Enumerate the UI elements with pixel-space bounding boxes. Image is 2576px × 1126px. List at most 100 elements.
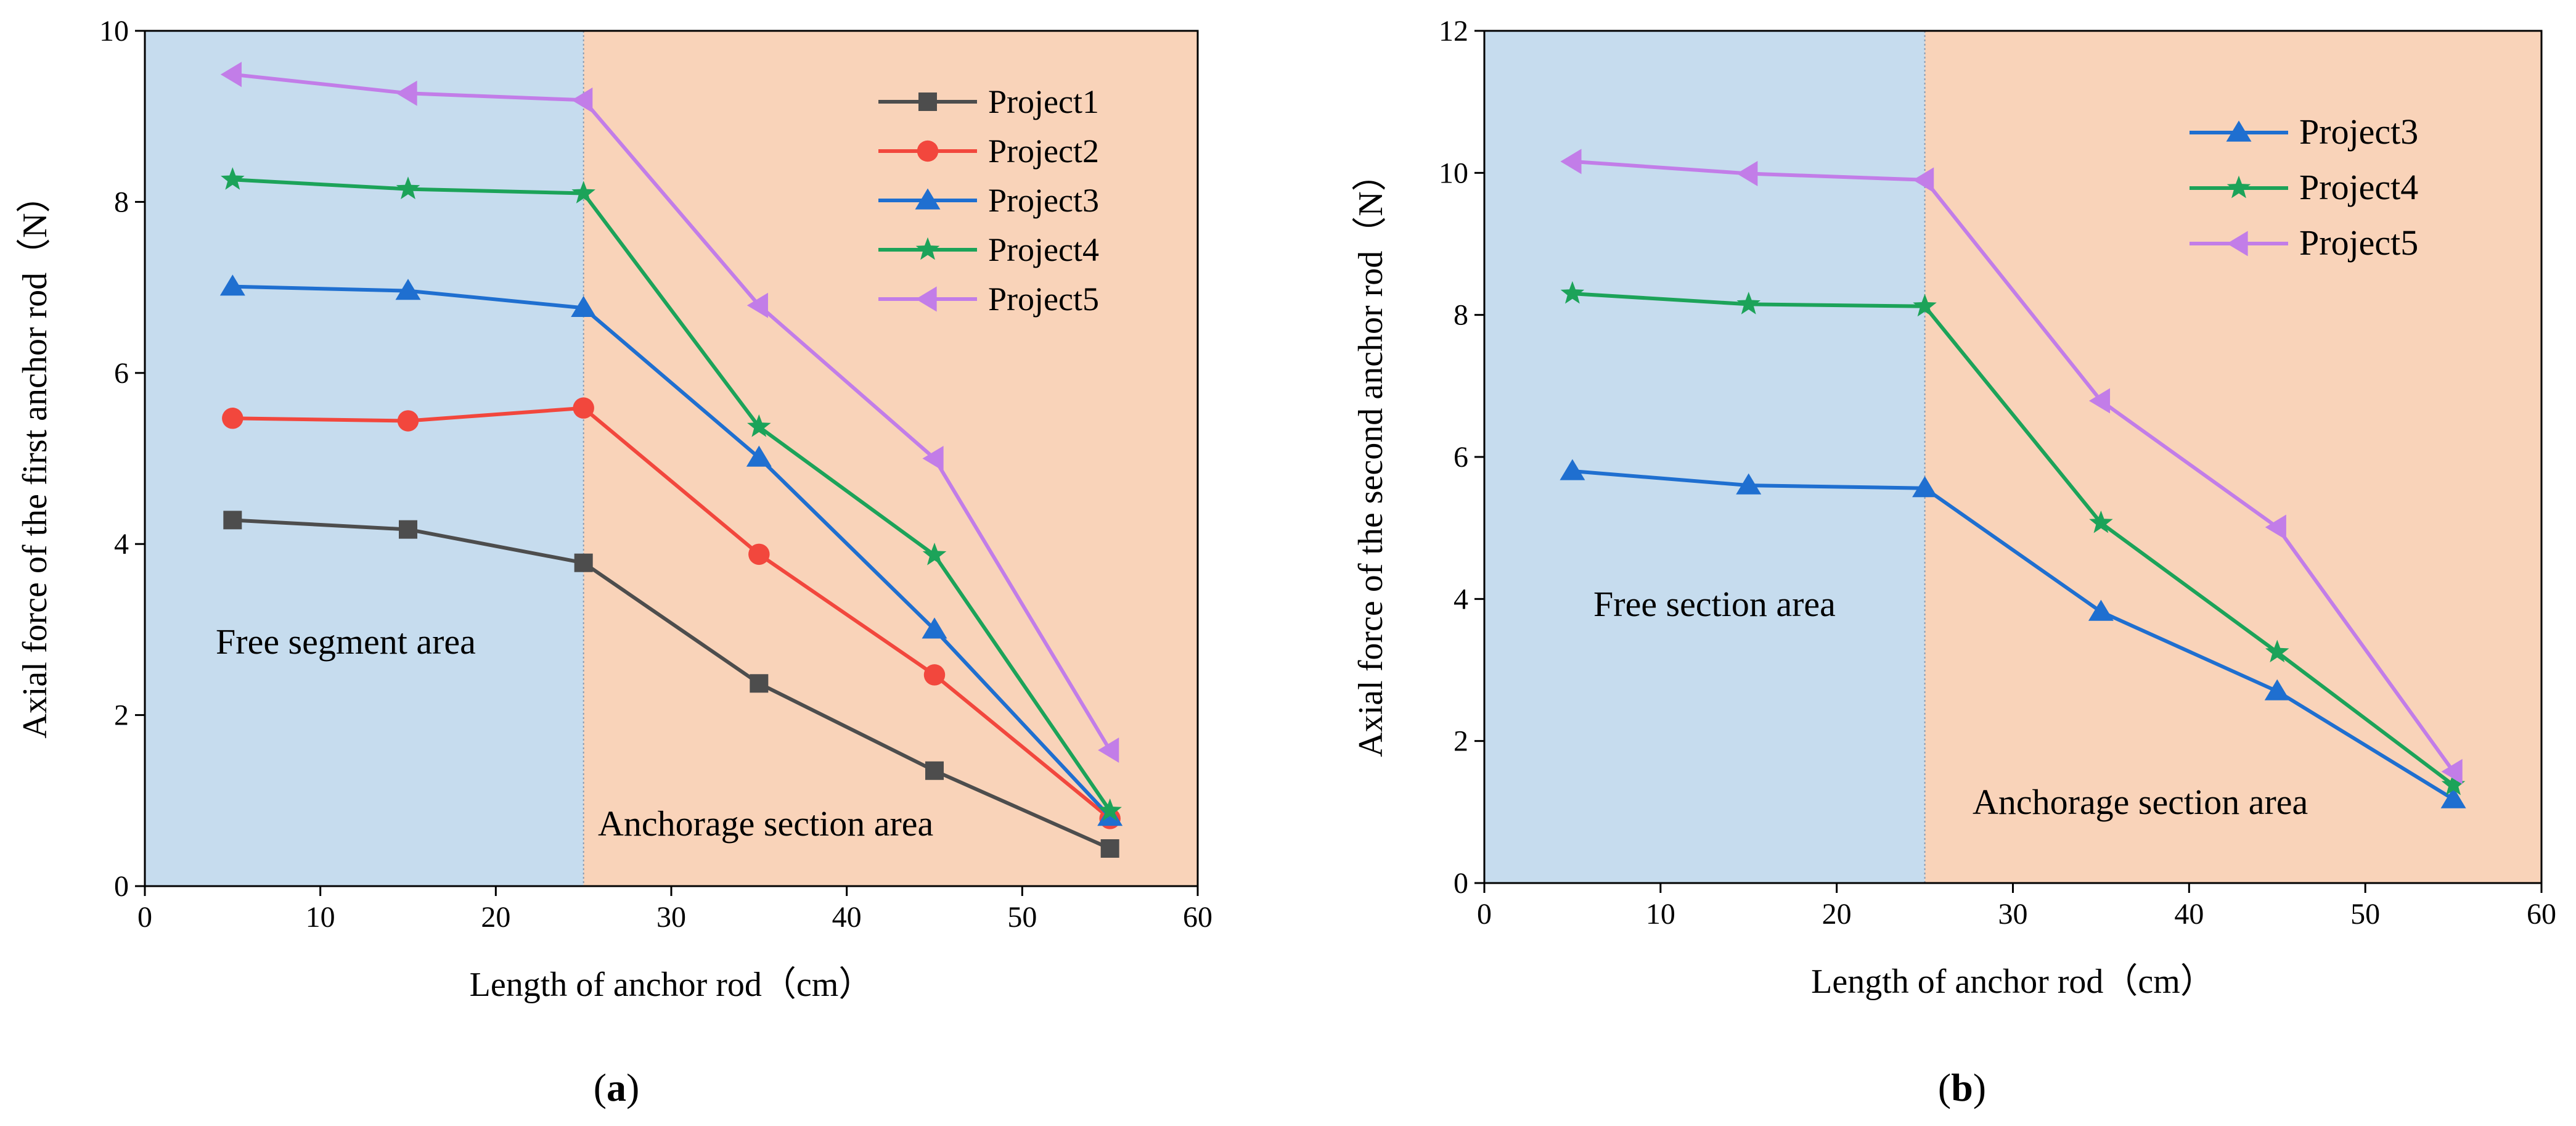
series-project1 <box>223 511 1119 858</box>
legend-label: Project4 <box>2299 167 2418 207</box>
data-point <box>2265 514 2286 540</box>
y-tick-label: 10 <box>1439 157 1468 189</box>
legend: Project3 Project4 Project5 <box>2190 112 2418 263</box>
y-tick-label: 2 <box>114 699 129 732</box>
data-point <box>395 279 421 300</box>
panel-caption: (a) <box>594 1066 640 1109</box>
data-point <box>1560 149 1582 175</box>
legend-swatch-marker <box>915 286 937 312</box>
series-project3 <box>219 274 1123 826</box>
region-label-free: Free segment area <box>216 622 476 662</box>
data-point <box>1098 737 1119 763</box>
series-project5 <box>1560 149 2463 784</box>
x-tick-label: 40 <box>2174 898 2204 931</box>
data-point <box>2265 639 2289 663</box>
data-point <box>922 617 947 639</box>
legend: Project1 Project2 Project3 Project4 Project5 <box>878 83 1099 318</box>
series-line <box>1572 469 2455 801</box>
data-point <box>2441 772 2466 795</box>
shaded-region-1 <box>1484 31 1925 883</box>
x-tick-label: 30 <box>1998 898 2028 931</box>
legend-swatch-marker <box>917 140 939 162</box>
data-point <box>1913 294 1937 317</box>
panel-b-chart: 0 10 20 30 40 50 60 0 2 4 6 8 10 12 Length of anchor r… <box>1352 15 2556 1109</box>
series-project3 <box>1560 459 2466 808</box>
data-point <box>1912 476 1938 498</box>
x-axis-label: Length of anchor rod（cm） <box>470 966 873 1004</box>
legend-label: Project2 <box>988 133 1099 170</box>
data-point <box>922 543 947 565</box>
legend-label: Project5 <box>988 281 1099 318</box>
x-tick-label: 20 <box>481 901 510 934</box>
data-point <box>571 295 597 318</box>
legend-swatch-marker <box>2226 120 2252 142</box>
data-point <box>748 543 770 565</box>
legend-swatch-marker <box>2226 231 2248 257</box>
y-tick-label: 2 <box>1454 725 1468 758</box>
x-tick-label: 20 <box>1822 898 1852 931</box>
shaded-region-2 <box>583 31 1198 886</box>
x-tick-label: 0 <box>137 901 152 934</box>
legend-label: Project1 <box>988 83 1099 120</box>
data-point <box>573 397 594 419</box>
data-point <box>2089 510 2113 533</box>
x-tick-label: 50 <box>2350 898 2380 931</box>
y-tick-label: 8 <box>114 186 129 218</box>
series-line <box>232 72 1112 752</box>
panel-caption-letter: a <box>607 1066 626 1109</box>
shaded-region-2 <box>1924 31 2541 883</box>
y-tick-label: 4 <box>1454 583 1468 615</box>
data-point <box>2088 599 2114 621</box>
legend-swatch-marker <box>915 237 940 260</box>
panel-caption: (b) <box>1938 1066 1986 1109</box>
y-tick-label: 0 <box>114 870 129 903</box>
data-point <box>2264 679 2290 701</box>
series-project4 <box>221 167 1122 821</box>
data-point <box>746 445 772 467</box>
x-tick-label: 50 <box>1007 901 1037 934</box>
y-axis-label: Axial force of the second anchor rod（N） <box>1352 157 1390 757</box>
y-tick-label: 6 <box>1454 441 1468 474</box>
x-tick-label: 30 <box>656 901 686 934</box>
data-point <box>1560 281 1585 304</box>
data-point <box>2088 388 2111 414</box>
series-line <box>232 178 1112 812</box>
data-point <box>396 80 417 106</box>
series-line <box>1572 159 2455 773</box>
data-point <box>747 414 771 437</box>
data-point <box>923 664 946 686</box>
legend-label: Project4 <box>988 231 1099 268</box>
data-point <box>1098 798 1122 821</box>
data-point <box>1736 161 1758 186</box>
series-line <box>232 518 1111 850</box>
data-point <box>746 292 768 318</box>
series-line <box>232 406 1111 820</box>
region-label-free: Free section area <box>1593 584 1836 624</box>
legend-label: Project5 <box>2299 223 2418 263</box>
x-axis-label: Length of anchor rod（cm） <box>1811 963 2215 1001</box>
shaded-region-1 <box>145 31 584 886</box>
data-point <box>397 410 419 432</box>
y-tick-label: 12 <box>1439 15 1468 47</box>
legend-label: Project3 <box>2299 112 2418 152</box>
data-point <box>750 674 769 693</box>
data-point <box>223 511 242 530</box>
legend-swatch-marker <box>915 188 941 210</box>
data-point <box>2440 787 2466 808</box>
region-label-anchorage: Anchorage section area <box>598 803 933 844</box>
y-tick-label: 8 <box>1454 299 1468 332</box>
data-point <box>220 62 242 88</box>
x-tick-label: 0 <box>1477 898 1492 931</box>
legend-swatch-marker <box>2226 175 2251 199</box>
data-point <box>221 167 245 190</box>
panel-caption-letter: b <box>1951 1066 1973 1109</box>
data-point <box>925 761 944 780</box>
series-line <box>1572 292 2455 787</box>
x-tick-label: 40 <box>832 901 862 934</box>
x-tick-label: 10 <box>306 901 335 934</box>
data-point <box>571 181 595 203</box>
x-tick-label: 60 <box>1183 901 1212 934</box>
y-tick-label: 6 <box>114 357 129 390</box>
y-tick-label: 0 <box>1454 867 1468 900</box>
